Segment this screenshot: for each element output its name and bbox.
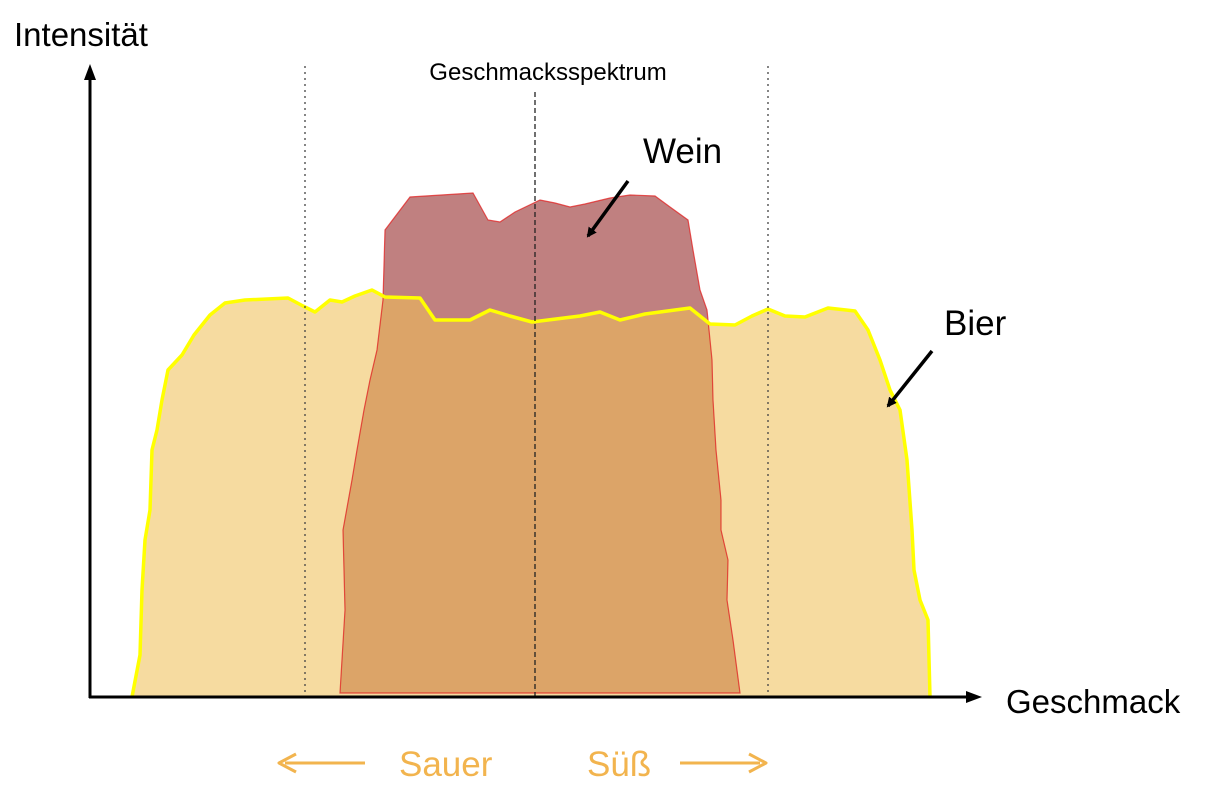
wine-outline: [339, 192, 741, 694]
sweet-label: Süß: [587, 745, 651, 784]
sour-arrowhead: [277, 752, 297, 774]
sour-label: Sauer: [399, 745, 493, 784]
beer-pointer-arrow: [886, 349, 934, 408]
y-axis-arrowhead: [84, 64, 96, 80]
spectrum-label: Geschmacksspektrum: [429, 59, 666, 86]
wine-pointer-arrow: [586, 179, 630, 238]
wine-label: Wein: [643, 132, 722, 171]
x-axis-arrowhead: [966, 691, 982, 703]
sweet-arrowhead: [748, 752, 768, 774]
x-axis-label: Geschmack: [1006, 683, 1181, 720]
beer-outline: [130, 288, 932, 698]
y-axis-label: Intensität: [14, 16, 148, 53]
beer-label: Bier: [944, 304, 1007, 343]
